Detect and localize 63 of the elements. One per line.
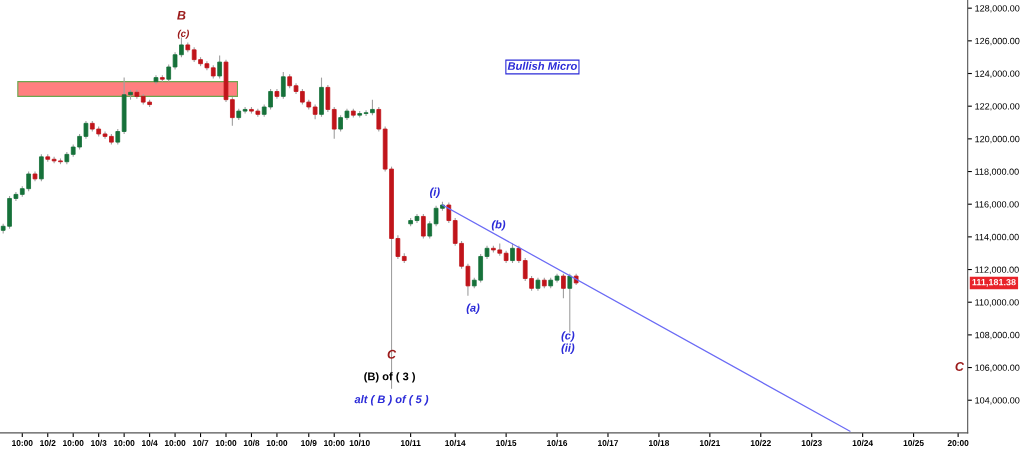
x-tick-label: 10:00 xyxy=(215,440,237,446)
text: 111,181.38 xyxy=(972,278,1016,287)
x-tick-label: 10:00 xyxy=(63,440,84,446)
annotation: B xyxy=(177,10,186,20)
x-tick-label: 20:00 xyxy=(947,440,969,446)
x-tick-label: 10:00 xyxy=(164,440,186,446)
x-tick-label: 10/25 xyxy=(903,439,924,447)
x-tick-label: 10/8 xyxy=(243,439,260,447)
candlestick xyxy=(421,213,426,240)
x-tick-label: 10/24 xyxy=(852,439,874,447)
candlestick xyxy=(280,71,286,100)
y-tick-label: 126,000.00 xyxy=(975,37,1020,46)
annotation: (c) xyxy=(177,29,190,39)
annotation: (B) of ( 3 ) xyxy=(364,372,415,383)
candlestick xyxy=(325,84,331,113)
x-tick-label: 10/14 xyxy=(445,439,466,447)
y-tick-label: 112,000.00 xyxy=(975,266,1019,274)
x-tick-label: 10/21 xyxy=(699,439,721,447)
x-tick-label: 10/16 xyxy=(547,439,568,447)
annotation: C xyxy=(955,362,965,371)
y-tick-label: 108,000.00 xyxy=(975,331,1020,340)
annotation: (b) xyxy=(491,220,506,231)
y-tick-label: 116,000.00 xyxy=(975,201,1019,209)
annotation: (c) xyxy=(561,331,575,342)
candlestick xyxy=(217,54,222,79)
candlestick xyxy=(376,106,382,133)
x-tick-label: 10/7 xyxy=(192,439,209,447)
y-tick-label: 122,000.00 xyxy=(975,103,1020,111)
x-tick-label: 10:00 xyxy=(266,440,288,446)
x-tick-label: 10/23 xyxy=(801,439,822,447)
x-tick-label: 10/18 xyxy=(649,439,670,447)
y-tick-label: 110,000.00 xyxy=(975,299,1019,307)
y-tick-label: 120,000.00 xyxy=(975,135,1020,144)
x-tick-label: 10/3 xyxy=(91,439,107,447)
y-tick-label: 114,000.00 xyxy=(975,233,1019,242)
x-tick-label: 10/22 xyxy=(750,439,771,447)
y-tick-label: 118,000.00 xyxy=(975,168,1019,176)
candlestick xyxy=(567,273,573,333)
candlestick xyxy=(510,242,515,264)
annotation: alt ( B ) of ( 5 ) xyxy=(354,395,429,406)
x-tick-label: 10/11 xyxy=(400,439,421,447)
y-tick-label: 128,000.00 xyxy=(975,5,1020,13)
y-tick-label: 124,000.00 xyxy=(975,70,1020,78)
x-tick-label: 10/9 xyxy=(301,439,317,447)
x-tick-label: 10/17 xyxy=(598,439,619,447)
candlestick xyxy=(242,106,248,115)
annotation: (i) xyxy=(429,187,440,198)
candlestick xyxy=(561,273,566,299)
y-tick-label: 104,000.00 xyxy=(975,397,1020,405)
x-tick-label: 10/2 xyxy=(40,439,56,447)
x-tick-label: 10:00 xyxy=(324,440,345,446)
annotation: (a) xyxy=(466,303,480,314)
annotation: C xyxy=(387,349,397,359)
annotation: (ii) xyxy=(561,343,575,354)
y-tick-label: 106,000.00 xyxy=(975,364,1020,372)
candlestick xyxy=(331,106,337,140)
x-tick-label: 10:00 xyxy=(114,440,135,446)
x-tick-label: 10/15 xyxy=(496,439,517,447)
x-tick-label: 10/4 xyxy=(142,439,158,447)
x-tick-label: 10/10 xyxy=(349,439,370,447)
annotation: Bullish Micro xyxy=(507,61,577,70)
candlestick xyxy=(39,153,44,182)
x-tick-label: 10:00 xyxy=(12,440,33,446)
